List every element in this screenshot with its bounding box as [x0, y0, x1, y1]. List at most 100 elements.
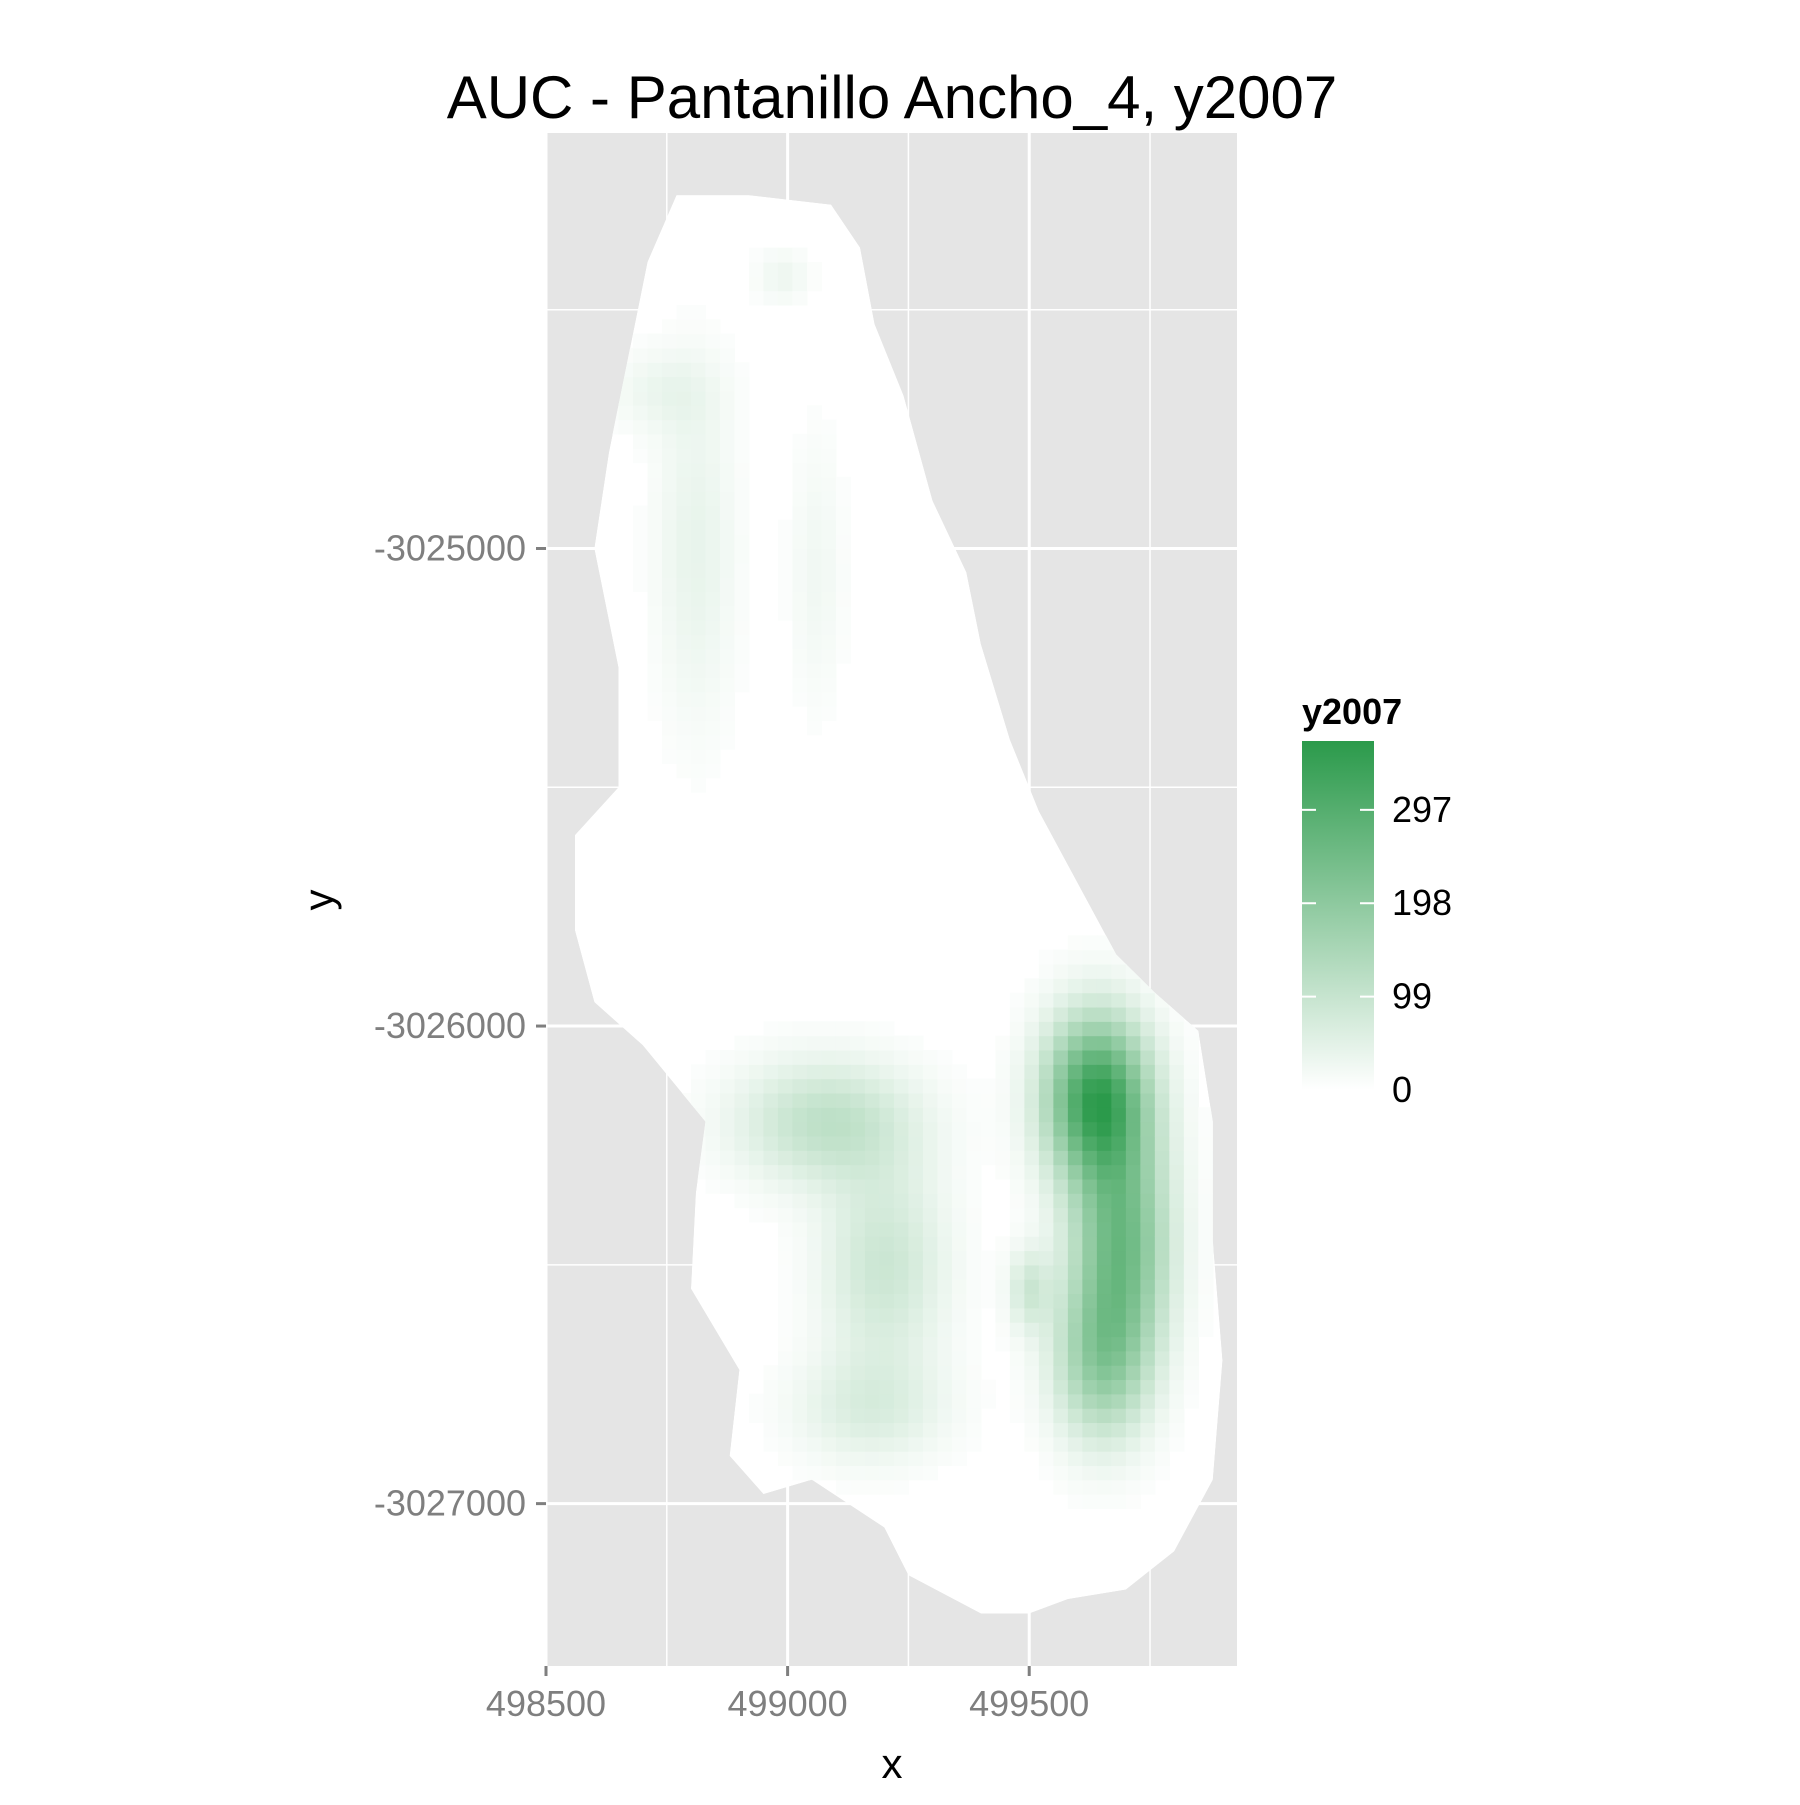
- raster-cell: [1111, 1221, 1127, 1237]
- raster-cell: [821, 491, 837, 507]
- raster-cell: [690, 534, 707, 550]
- raster-cell: [1140, 1135, 1156, 1151]
- raster-cell: [690, 720, 707, 736]
- raster-cell: [1053, 1250, 1069, 1266]
- raster-cell: [1183, 1164, 1199, 1180]
- raster-cell: [922, 1279, 939, 1295]
- raster-cell: [937, 1422, 953, 1438]
- raster-cell: [1024, 1350, 1040, 1366]
- raster-cell: [966, 1293, 982, 1309]
- raster-cell: [821, 1135, 837, 1151]
- raster-cell: [995, 1293, 1011, 1309]
- raster-cell: [893, 1193, 910, 1209]
- raster-cell: [1198, 1207, 1214, 1223]
- raster-cell: [966, 1322, 982, 1338]
- raster-cell: [1125, 1178, 1141, 1194]
- raster-cell: [1125, 1121, 1141, 1137]
- raster-cell: [908, 1422, 924, 1438]
- raster-cell: [705, 433, 721, 449]
- raster-cell: [1024, 1436, 1040, 1452]
- raster-cell: [1125, 1207, 1141, 1223]
- raster-cell: [748, 1150, 765, 1166]
- raster-cell: [777, 605, 794, 621]
- raster-cell: [1024, 1408, 1040, 1424]
- raster-cell: [864, 1193, 881, 1209]
- raster-cell: [1009, 1092, 1025, 1108]
- raster-cell: [908, 1465, 924, 1481]
- raster-cell: [980, 1279, 996, 1295]
- raster-cell: [734, 390, 750, 406]
- raster-cell: [647, 534, 663, 550]
- raster-cell: [922, 1193, 939, 1209]
- raster-cell: [864, 1164, 881, 1180]
- raster-cell: [705, 1121, 721, 1137]
- raster-cell: [1067, 1250, 1083, 1266]
- raster-cell: [705, 448, 721, 464]
- raster-cell: [792, 1021, 808, 1037]
- raster-cell: [806, 648, 823, 664]
- raster-cell: [806, 1078, 823, 1094]
- raster-cell: [632, 347, 649, 363]
- raster-cell: [734, 433, 750, 449]
- raster-cell: [661, 548, 678, 564]
- raster-cell: [821, 620, 837, 636]
- raster-cell: [821, 1021, 837, 1037]
- raster-cell: [1067, 963, 1083, 979]
- raster-cell: [1096, 992, 1112, 1008]
- raster-cell: [806, 1207, 823, 1223]
- raster-cell: [951, 1379, 967, 1395]
- raster-cell: [806, 1436, 823, 1452]
- raster-cell: [893, 1236, 910, 1252]
- raster-cell: [922, 1408, 939, 1424]
- raster-cell: [1198, 1164, 1214, 1180]
- raster-cell: [1183, 1307, 1199, 1323]
- raster-cell: [632, 362, 649, 378]
- raster-cell: [690, 491, 707, 507]
- raster-cell: [661, 577, 678, 593]
- raster-cell: [951, 1322, 967, 1338]
- raster-cell: [661, 333, 678, 349]
- raster-cell: [1096, 1436, 1112, 1452]
- x-axis-label: x: [882, 1740, 903, 1787]
- raster-cell: [777, 1049, 794, 1065]
- raster-cell: [893, 1207, 910, 1223]
- raster-cell: [893, 1365, 910, 1381]
- raster-cell: [821, 1408, 837, 1424]
- raster-cell: [966, 1365, 982, 1381]
- raster-cell: [879, 1021, 895, 1037]
- raster-cell: [864, 1236, 881, 1252]
- raster-cell: [1082, 1422, 1098, 1438]
- raster-cell: [1067, 1379, 1083, 1395]
- raster-cell: [1154, 1164, 1170, 1180]
- raster-cell: [1053, 1393, 1069, 1409]
- raster-cell: [806, 419, 823, 435]
- raster-cell: [850, 1164, 866, 1180]
- raster-cell: [806, 1021, 823, 1037]
- raster-cell: [792, 1193, 808, 1209]
- raster-cell: [792, 1049, 808, 1065]
- raster-cell: [748, 1107, 765, 1123]
- raster-cell: [1096, 1393, 1112, 1409]
- raster-cell: [719, 620, 736, 636]
- raster-cell: [1183, 1107, 1199, 1123]
- raster-cell: [1125, 1164, 1141, 1180]
- raster-cell: [1067, 1465, 1083, 1481]
- raster-cell: [792, 433, 808, 449]
- raster-cell: [1125, 1408, 1141, 1424]
- raster-cell: [1111, 1021, 1127, 1037]
- raster-cell: [719, 1107, 736, 1123]
- raster-cell: [1009, 1322, 1025, 1338]
- raster-cell: [1140, 992, 1156, 1008]
- raster-cell: [1140, 1207, 1156, 1223]
- raster-cell: [734, 591, 750, 607]
- raster-cell: [850, 1379, 866, 1395]
- raster-cell: [893, 1092, 910, 1108]
- raster-cell: [763, 1107, 779, 1123]
- raster-cell: [1140, 1236, 1156, 1252]
- raster-cell: [1096, 1236, 1112, 1252]
- raster-cell: [1038, 1006, 1054, 1022]
- raster-cell: [1111, 1264, 1127, 1280]
- raster-cell: [937, 1336, 953, 1352]
- raster-cell: [1067, 1279, 1083, 1295]
